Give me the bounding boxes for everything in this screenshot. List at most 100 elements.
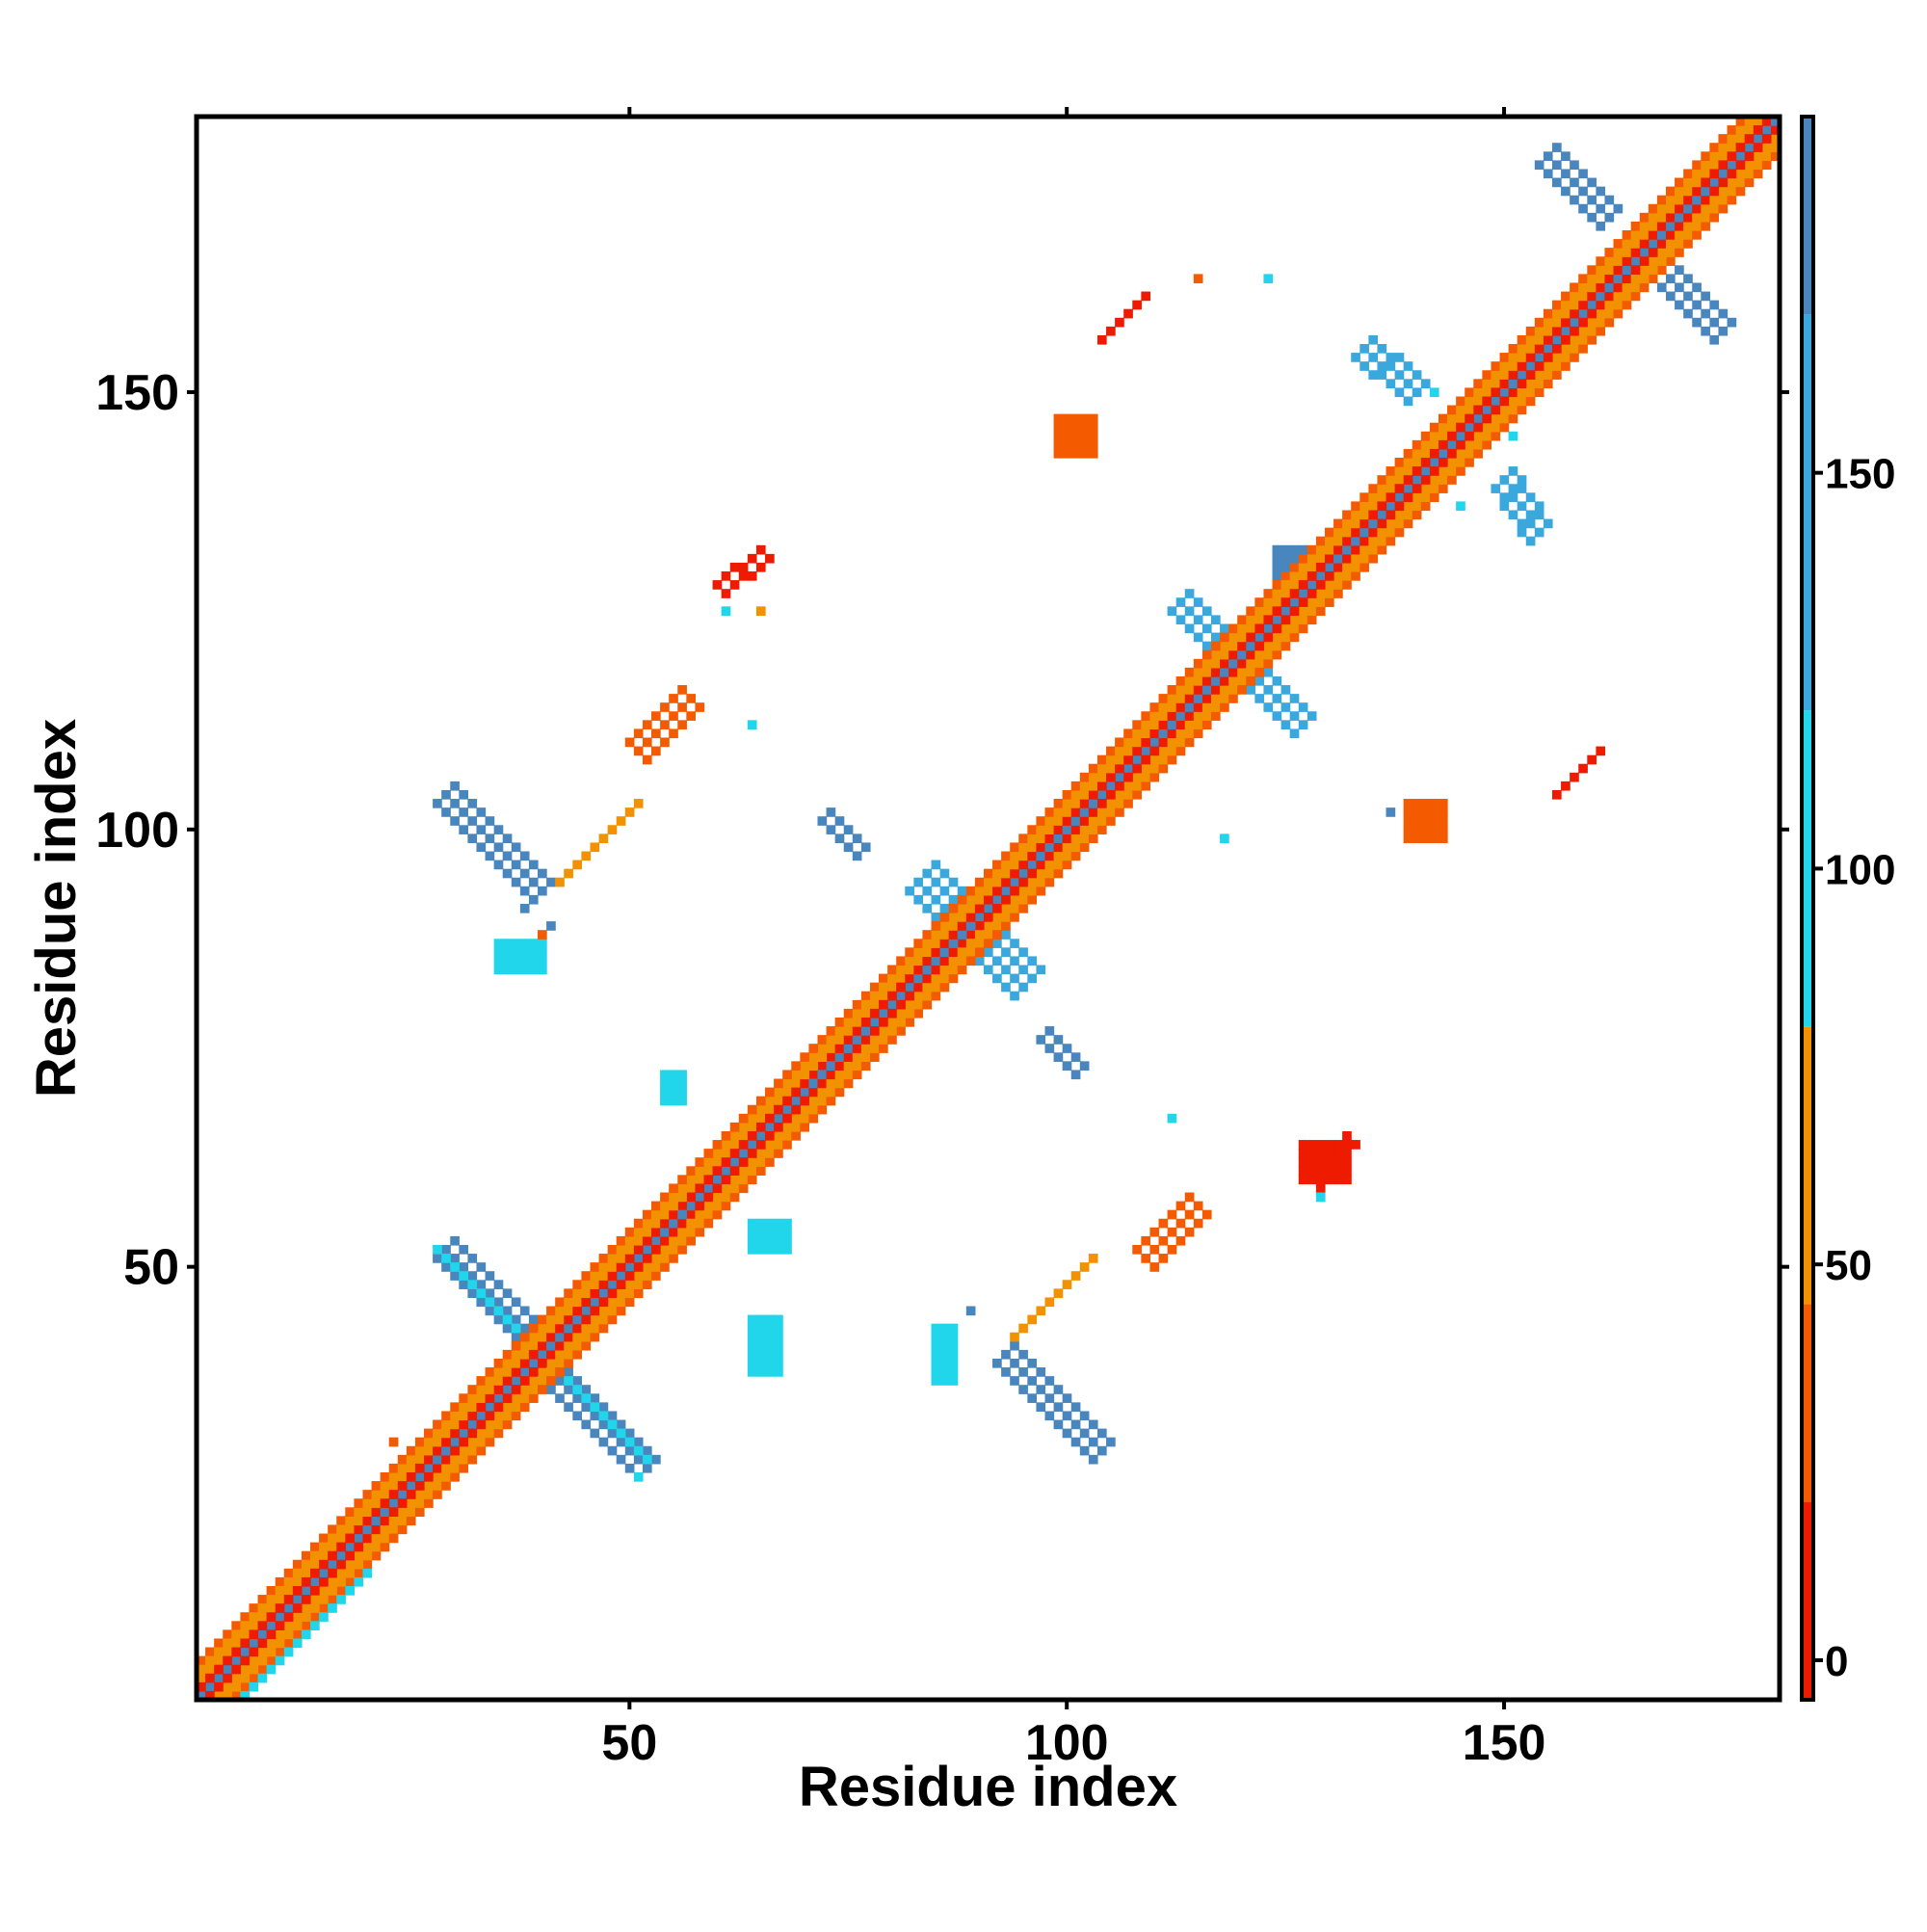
- heatmap-cell: [747, 1218, 757, 1229]
- heatmap-cell: [1175, 597, 1186, 607]
- heatmap-cell: [686, 1227, 697, 1237]
- heatmap-cell: [1482, 431, 1492, 441]
- heatmap-cell: [1053, 834, 1064, 844]
- heatmap-cell: [485, 1367, 495, 1377]
- heatmap-cell: [1744, 160, 1755, 171]
- heatmap-cell: [791, 1070, 801, 1080]
- heatmap-cell: [433, 1437, 442, 1447]
- heatmap-cell: [1648, 221, 1658, 231]
- heatmap-cell: [1175, 685, 1186, 695]
- heatmap-cell: [564, 1376, 573, 1386]
- heatmap-cell: [1272, 597, 1282, 607]
- heatmap-cell: [677, 1183, 687, 1194]
- heatmap-cell: [1578, 308, 1588, 319]
- heatmap-cell: [712, 1192, 723, 1203]
- heatmap-cell: [1096, 781, 1107, 791]
- heatmap-cell: [1351, 544, 1360, 555]
- heatmap-cell: [1158, 694, 1169, 703]
- heatmap-cell: [1070, 851, 1081, 861]
- heatmap-cell: [519, 1367, 530, 1377]
- heatmap-cell: [1420, 825, 1431, 834]
- heatmap-cell: [1394, 518, 1405, 529]
- heatmap-cell: [1010, 1332, 1019, 1342]
- colorbar-band: [1802, 314, 1813, 711]
- heatmap-cell: [965, 894, 976, 905]
- heatmap-cell: [1193, 702, 1203, 712]
- heatmap-cell: [931, 1340, 941, 1351]
- heatmap-cell: [231, 1673, 241, 1683]
- heatmap-cell: [860, 1017, 871, 1027]
- heatmap-cell: [538, 965, 547, 975]
- heatmap-cell: [1149, 711, 1160, 721]
- heatmap-cell: [834, 1087, 845, 1098]
- heatmap-cell: [1718, 326, 1729, 336]
- heatmap-cell: [755, 1218, 766, 1229]
- heatmap-cell: [755, 1104, 766, 1115]
- heatmap-cell: [1036, 886, 1046, 896]
- heatmap-cell: [1368, 553, 1379, 564]
- heatmap-cell: [1656, 248, 1667, 257]
- heatmap-cell: [1386, 527, 1396, 538]
- heatmap-cell: [1561, 344, 1571, 354]
- heatmap-cell: [1429, 834, 1439, 844]
- heatmap-cell: [826, 1035, 836, 1045]
- heatmap-cell: [1438, 475, 1448, 485]
- heatmap-cell: [1141, 711, 1151, 721]
- heatmap-cell: [388, 1437, 399, 1447]
- heatmap-cell: [397, 1507, 408, 1517]
- heatmap-cell: [791, 1130, 801, 1141]
- heatmap-cell: [1175, 694, 1186, 703]
- heatmap-cell: [1280, 615, 1291, 625]
- heatmap-cell: [686, 1192, 697, 1203]
- heatmap-cell: [1683, 186, 1693, 197]
- heatmap-cell: [519, 1393, 530, 1403]
- heatmap-cell: [1115, 317, 1124, 328]
- heatmap-cell: [765, 1122, 775, 1132]
- heatmap-cell: [1543, 353, 1553, 362]
- heatmap-cell: [765, 1113, 775, 1124]
- heatmap-cell: [1551, 177, 1562, 188]
- heatmap-cell: [1307, 553, 1317, 564]
- heatmap-cell: [669, 1078, 678, 1089]
- heatmap-cell: [581, 1340, 592, 1351]
- heatmap-cell: [1447, 458, 1457, 467]
- heatmap-cell: [1158, 702, 1169, 712]
- heatmap-cell: [1307, 597, 1317, 607]
- heatmap-cell: [633, 1437, 644, 1447]
- heatmap-cell: [896, 991, 906, 1001]
- heatmap-cell: [992, 877, 1002, 887]
- heatmap-cell: [1517, 396, 1527, 407]
- heatmap-cell: [1692, 230, 1702, 240]
- heatmap-cell: [493, 1358, 504, 1368]
- heatmap-cell: [1333, 562, 1343, 572]
- heatmap-cell: [493, 1393, 504, 1403]
- heatmap-cell: [1280, 632, 1291, 643]
- heatmap-cell: [546, 1306, 556, 1316]
- heatmap-cell: [362, 1516, 373, 1526]
- heatmap-cell: [624, 1428, 635, 1439]
- heatmap-cell: [1123, 746, 1133, 756]
- heatmap-cell: [1656, 230, 1667, 240]
- heatmap-cell: [301, 1629, 311, 1640]
- heatmap-cell: [249, 1681, 259, 1692]
- heatmap-cell: [502, 1306, 513, 1316]
- heatmap-cell: [1368, 501, 1379, 512]
- heatmap-cell: [1701, 169, 1710, 179]
- heatmap-cell: [721, 1192, 731, 1203]
- heatmap-cell: [1149, 772, 1160, 782]
- heatmap-cell: [660, 1254, 670, 1263]
- heatmap-cell: [1272, 623, 1282, 634]
- heatmap-cell: [1298, 597, 1308, 607]
- heatmap-cell: [677, 1175, 687, 1185]
- heatmap-cell: [292, 1568, 303, 1578]
- heatmap-cell: [528, 1376, 539, 1386]
- heatmap-cell: [1770, 134, 1781, 144]
- heatmap-cell: [1307, 589, 1317, 598]
- heatmap-cell: [240, 1690, 251, 1701]
- heatmap-cell: [257, 1664, 268, 1675]
- heatmap-cell: [1018, 982, 1028, 992]
- heatmap-cell: [755, 1149, 766, 1158]
- heatmap-cell: [1010, 868, 1019, 879]
- heatmap-cell: [651, 1201, 661, 1211]
- heatmap-cell: [1070, 781, 1081, 791]
